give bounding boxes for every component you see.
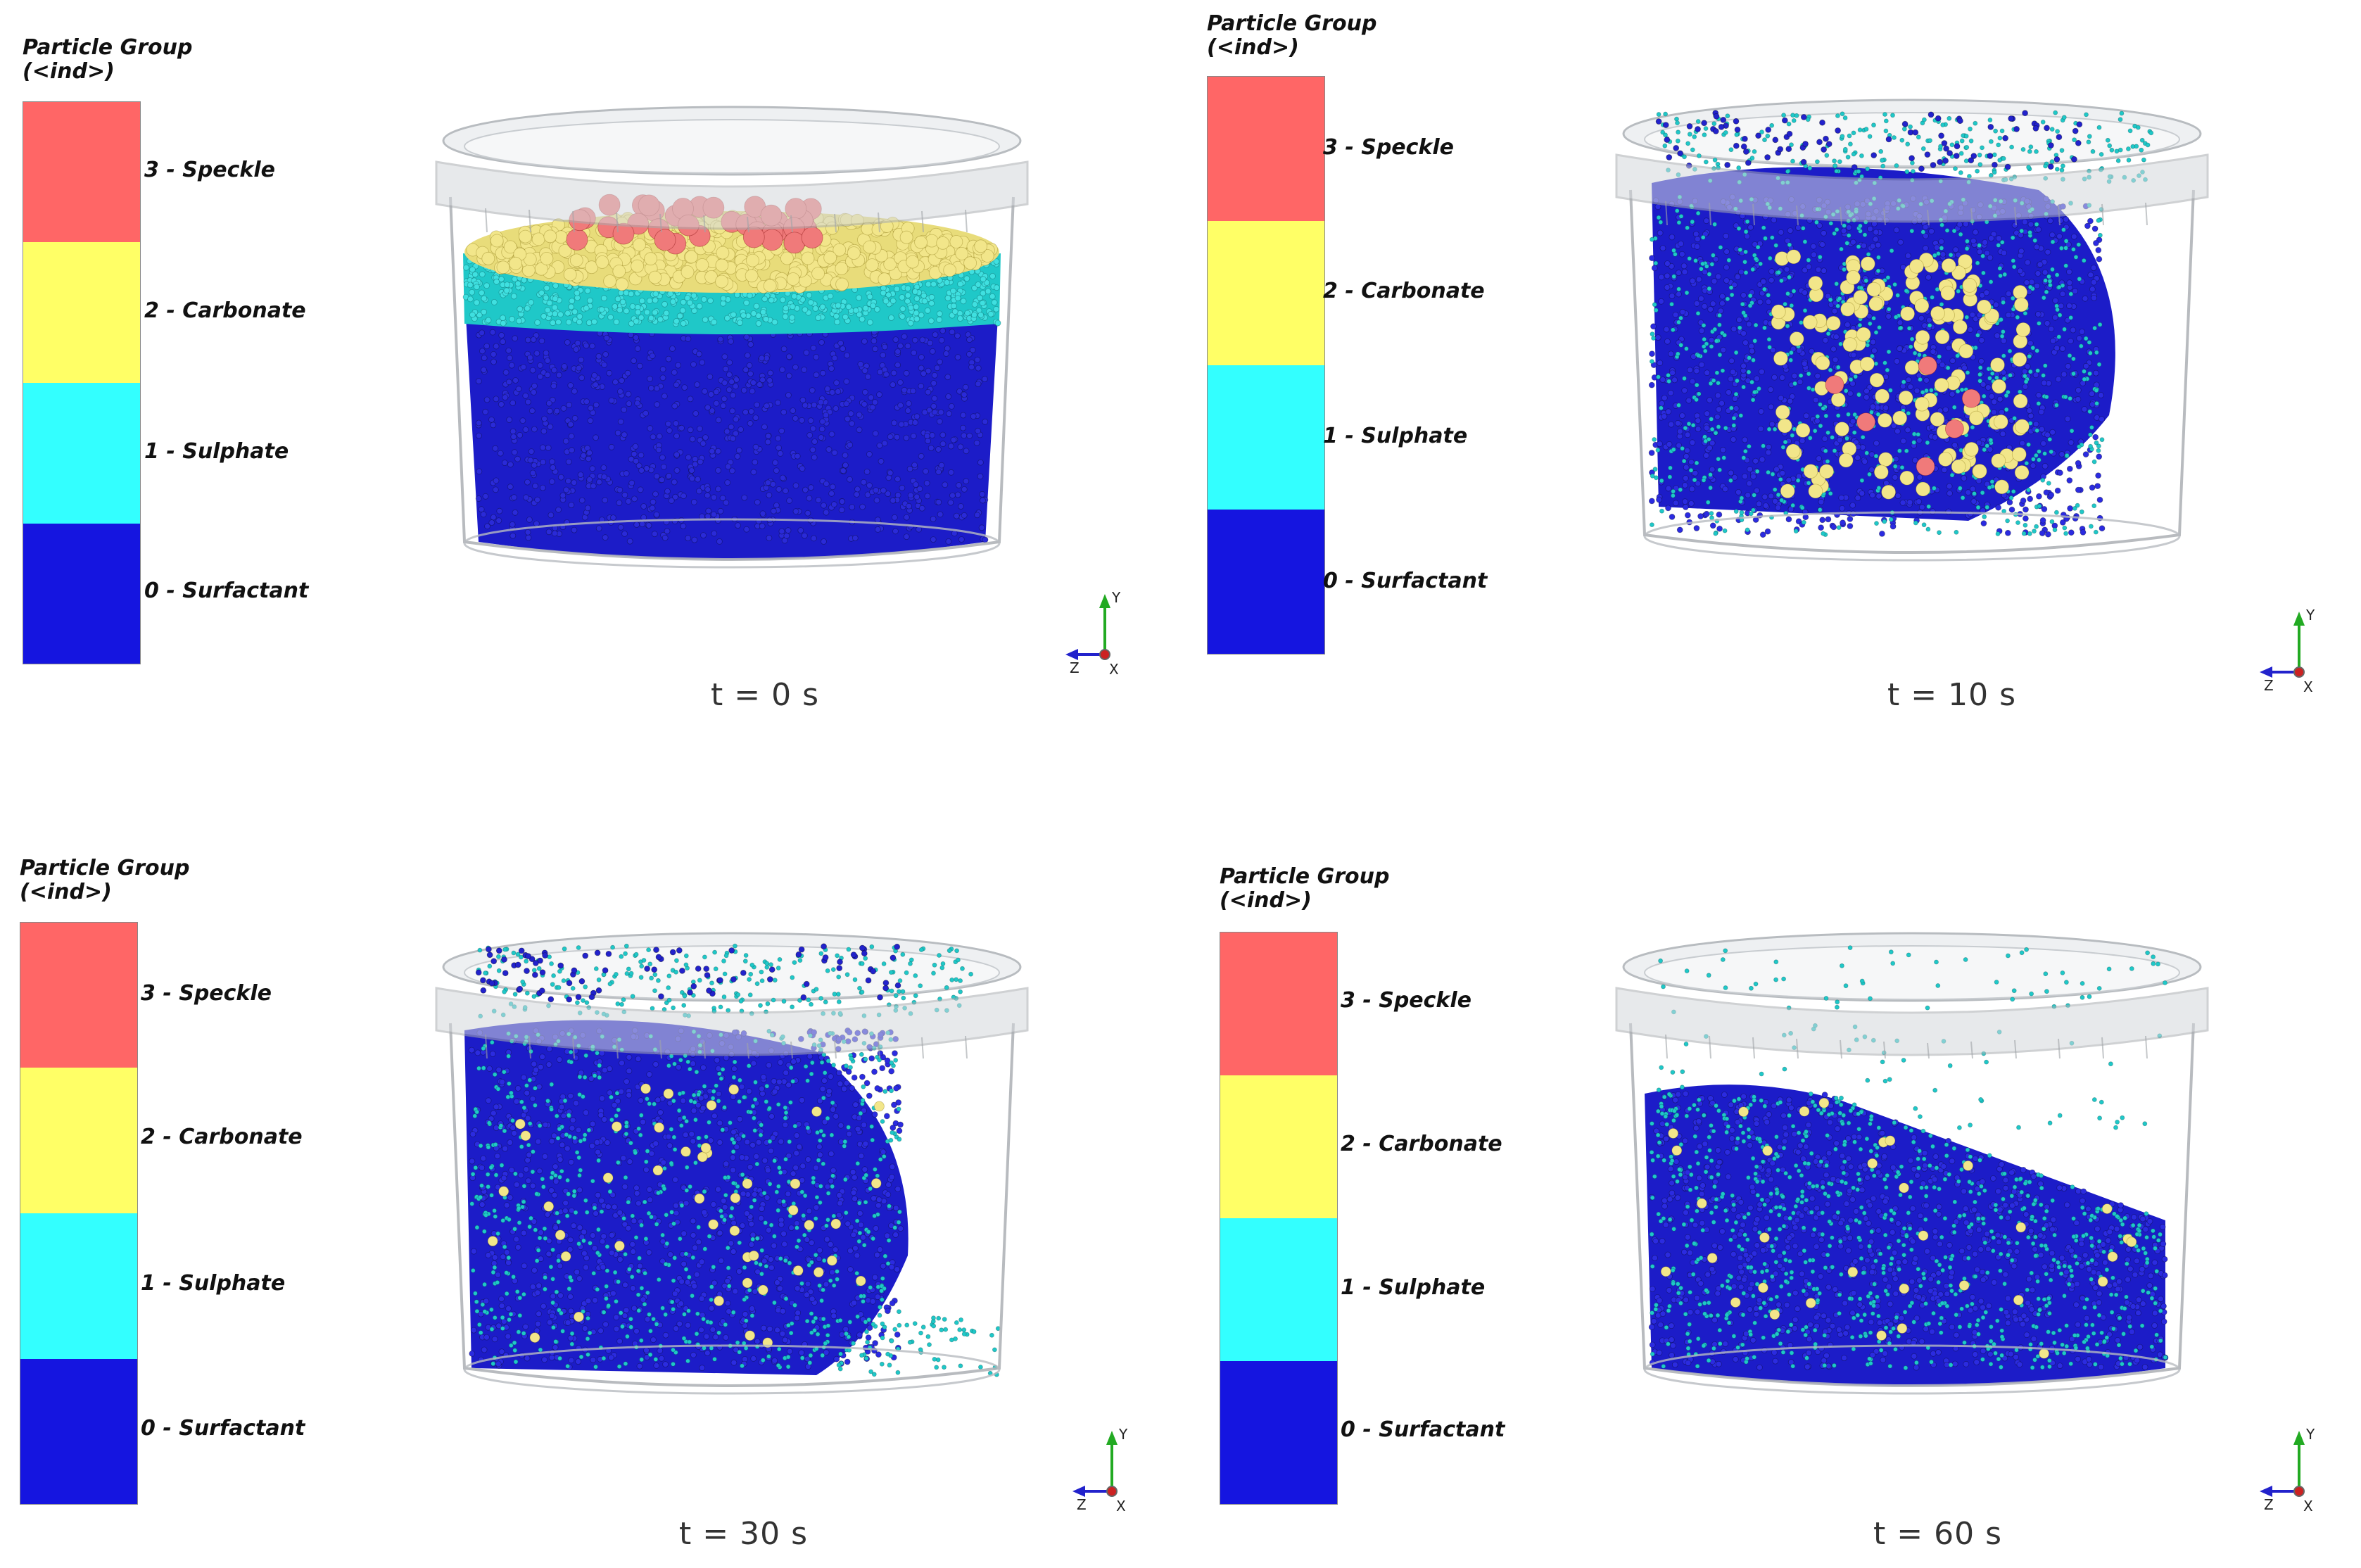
legend-swatch-carbonate	[1220, 1075, 1337, 1218]
legend-label-sulphate: 1 - Sulphate	[144, 439, 289, 464]
container-scene	[1615, 99, 2209, 562]
container-back	[1622, 932, 2202, 1002]
legend-title: Particle Group	[1207, 11, 1377, 36]
legend-swatch-surfactant	[20, 1359, 137, 1504]
legend-swatch-surfactant	[1220, 1361, 1337, 1504]
axis-triad: Y Z X	[2260, 607, 2315, 695]
x-axis-dot	[2293, 1486, 2305, 1497]
frame-panel-3: Particle Group (<ind>) 3 - Speckle 2 - C…	[1180, 784, 2360, 1568]
legend-label-surfactant: 0 - Surfactant	[141, 1416, 305, 1441]
container-scene	[1615, 932, 2209, 1395]
frame-panel-2: Particle Group (<ind>) 3 - Speckle 2 - C…	[0, 784, 1180, 1568]
axis-triad: Y Z X	[2260, 1426, 2315, 1515]
legend-label-carbonate: 2 - Carbonate	[1323, 279, 1485, 303]
particle-bed	[1648, 110, 2154, 538]
time-label: t = 60 s	[1873, 1516, 2002, 1552]
container-scene	[435, 106, 1029, 569]
x-axis-dot	[1099, 649, 1110, 660]
x-axis-dot	[2293, 666, 2305, 678]
z-axis-label: Z	[1070, 659, 1080, 676]
legend-swatch-surfactant	[1208, 510, 1324, 654]
legend-swatch-carbonate	[20, 1068, 137, 1213]
legend-title: Particle Group	[20, 856, 190, 880]
container-scene	[435, 932, 1029, 1395]
legend-label-speckle: 3 - Speckle	[1323, 135, 1455, 160]
legend-subtitle: (<ind>)	[1207, 35, 1299, 60]
legend-swatch-speckle	[1208, 77, 1324, 221]
legend-label-sulphate: 1 - Sulphate	[1341, 1275, 1486, 1300]
legend-label-speckle: 3 - Speckle	[1341, 988, 1472, 1013]
legend-label-speckle: 3 - Speckle	[141, 981, 272, 1006]
legend-swatch-carbonate	[1208, 221, 1324, 365]
legend-label-surfactant: 0 - Surfactant	[1323, 569, 1488, 593]
frame-panel-1: Particle Group (<ind>) 3 - Speckle 2 - C…	[1180, 0, 2360, 784]
y-axis-label: Y	[2305, 607, 2315, 624]
legend-label-surfactant: 0 - Surfactant	[1341, 1417, 1505, 1442]
legend-label-speckle: 3 - Speckle	[144, 158, 276, 182]
x-axis-label: X	[2303, 678, 2313, 695]
container-back	[442, 106, 1022, 176]
z-axis-label: Z	[2264, 677, 2274, 694]
z-axis-label: Z	[1077, 1496, 1087, 1513]
legend-title: Particle Group	[23, 35, 193, 60]
legend-colorbar	[23, 101, 141, 664]
legend-subtitle: (<ind>)	[1220, 888, 1312, 913]
legend-swatch-surfactant	[23, 524, 140, 664]
time-label: t = 30 s	[679, 1516, 808, 1552]
legend-swatch-speckle	[20, 923, 137, 1068]
legend-colorbar	[1207, 76, 1325, 655]
legend-swatch-sulphate	[20, 1213, 137, 1359]
x-axis-label: X	[2303, 1498, 2313, 1515]
time-label: t = 10 s	[1887, 677, 2016, 713]
y-axis-label: Y	[1111, 589, 1121, 606]
y-axis-label: Y	[1118, 1426, 1128, 1443]
x-axis-label: X	[1109, 661, 1119, 678]
particle-bed	[1645, 945, 2169, 1386]
x-axis-label: X	[1116, 1498, 1126, 1515]
legend-label-carbonate: 2 - Carbonate	[144, 298, 306, 323]
axis-triad: Y Z X	[1072, 1426, 1128, 1515]
legend-label-sulphate: 1 - Sulphate	[1323, 424, 1468, 448]
legend-label-surfactant: 0 - Surfactant	[144, 578, 309, 603]
legend-title: Particle Group	[1220, 864, 1390, 889]
frame-panel-0: Particle Group (<ind>) 3 - Speckle 2 - C…	[0, 0, 1180, 784]
legend-swatch-speckle	[23, 102, 140, 242]
legend-swatch-sulphate	[23, 383, 140, 524]
container-front	[1615, 987, 2209, 1395]
container-front	[1615, 153, 2209, 562]
legend-swatch-speckle	[1220, 932, 1337, 1075]
legend-colorbar	[1220, 932, 1338, 1505]
legend-swatch-sulphate	[1208, 365, 1324, 510]
legend-subtitle: (<ind>)	[20, 880, 112, 904]
y-axis-label: Y	[2305, 1426, 2315, 1443]
particle-bed	[462, 194, 1001, 559]
time-label: t = 0 s	[711, 677, 819, 713]
axis-triad: Y Z X	[1065, 589, 1121, 678]
container-front	[435, 160, 1029, 569]
legend-label-carbonate: 2 - Carbonate	[1341, 1132, 1502, 1156]
legend-subtitle: (<ind>)	[23, 59, 115, 84]
legend-swatch-sulphate	[1220, 1218, 1337, 1361]
legend-label-sulphate: 1 - Sulphate	[141, 1271, 286, 1296]
legend-colorbar	[20, 922, 138, 1505]
x-axis-dot	[1106, 1486, 1118, 1497]
legend-swatch-carbonate	[23, 242, 140, 383]
legend-label-carbonate: 2 - Carbonate	[141, 1125, 303, 1149]
z-axis-label: Z	[2264, 1496, 2274, 1513]
container-front	[435, 987, 1029, 1395]
